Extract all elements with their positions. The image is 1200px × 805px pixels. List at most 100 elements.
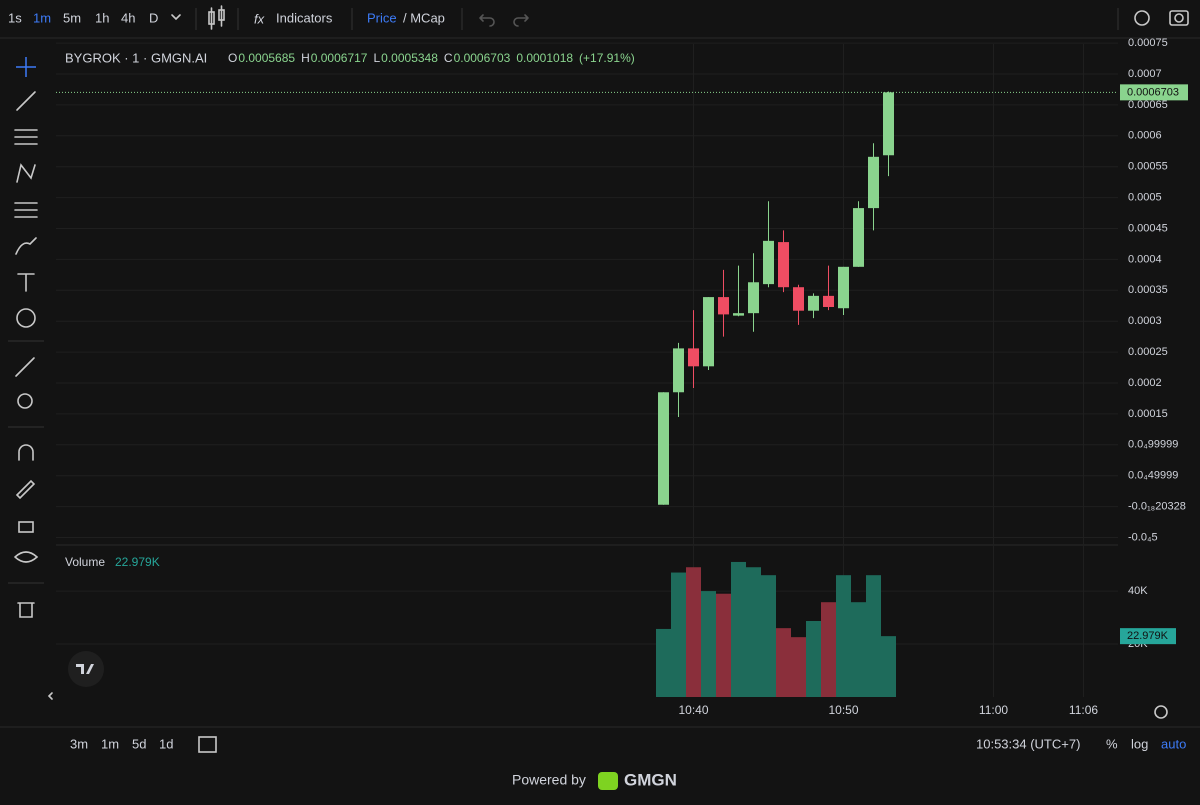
y-tick-label: 0.0₄49999 [1128, 470, 1178, 482]
clock: 10:53:34 (UTC+7) [976, 736, 1080, 751]
legend-key: L [373, 51, 380, 65]
trendline-tool[interactable] [16, 91, 36, 111]
lock-tool[interactable] [18, 521, 34, 533]
interval-button[interactable]: 1h [95, 10, 109, 25]
tradingview-logo[interactable] [68, 651, 104, 687]
interval-button[interactable]: 1m [33, 10, 51, 25]
volume-tag-label: 22.979K [1127, 630, 1169, 642]
hide-tool[interactable] [14, 551, 39, 563]
chart-settings[interactable] [1154, 705, 1168, 719]
candle-body [673, 348, 684, 393]
fib-tool[interactable] [14, 202, 38, 218]
y-tick-label: 0.0₄99999 [1128, 439, 1178, 451]
volume-bar [866, 575, 881, 697]
candle-body [853, 208, 864, 267]
y-tick-label: 0.0002 [1128, 377, 1162, 389]
range-button[interactable]: 1m [101, 736, 119, 751]
y-tick-label: 0.00015 [1128, 408, 1168, 420]
pattern-tool[interactable] [16, 163, 36, 183]
legend-value: 0.0005685 [238, 51, 295, 65]
mcap-toggle[interactable]: / MCap [403, 10, 445, 25]
candle-body [778, 242, 789, 288]
y-tick-label: -0.0₄5 [1128, 531, 1158, 543]
range-button[interactable]: 1d [159, 736, 173, 751]
collapse-button[interactable] [47, 692, 53, 700]
candle-body [883, 92, 894, 156]
zoom-tool[interactable] [17, 393, 33, 409]
candle-body [823, 295, 834, 307]
y-tick-label: 0.00075 [1128, 37, 1168, 49]
candle-body [718, 297, 729, 315]
percent-toggle[interactable]: % [1106, 736, 1118, 751]
interval-group: 1s 1m 5m 1h 4h D [8, 10, 158, 25]
legend-key: H [301, 51, 310, 65]
x-tick-label: 11:06 [1069, 703, 1098, 717]
candle-body [808, 295, 819, 311]
volume-bar [836, 575, 851, 697]
lines-tool[interactable] [14, 129, 38, 145]
legend-change-pct: (+17.91%) [579, 51, 635, 65]
volume-bar [746, 567, 761, 697]
ruler-tool[interactable] [15, 357, 35, 377]
delete-tool[interactable] [17, 602, 35, 618]
interval-button[interactable]: D [149, 10, 158, 25]
candle-body [658, 392, 669, 505]
price-toggle[interactable]: Price [367, 10, 397, 25]
dropdown-icon[interactable] [171, 14, 181, 21]
log-toggle[interactable]: log [1131, 736, 1148, 751]
volume-bar [761, 575, 776, 697]
legend-key: O [228, 51, 237, 65]
candle-body [868, 156, 879, 209]
x-tick-label: 10:50 [828, 703, 858, 717]
settings-button[interactable] [1134, 10, 1150, 26]
interval-button[interactable]: 5m [63, 10, 81, 25]
range-button[interactable]: 5d [132, 736, 146, 751]
volume-bar [656, 628, 671, 697]
brand: GMGN [624, 770, 677, 789]
y-tick-label: 0.0005 [1128, 192, 1162, 204]
volume-bar [671, 572, 686, 697]
volume-bar [806, 621, 821, 697]
left-toolbar [8, 57, 53, 700]
candle-type-icon[interactable] [208, 5, 225, 30]
lock-drawing-tool[interactable] [15, 479, 36, 500]
y-tick-label: -0.0₁₈20328 [1128, 501, 1186, 513]
volume-bar [821, 602, 836, 697]
volume-bar [686, 567, 701, 697]
y-tick-label: 0.00035 [1128, 284, 1168, 296]
y-tick-label: 0.0004 [1128, 253, 1162, 265]
volume-bar [701, 591, 716, 697]
undo-button[interactable] [479, 14, 495, 27]
candle-body [793, 287, 804, 311]
screenshot-button[interactable] [1169, 10, 1189, 26]
text-tool[interactable] [17, 273, 35, 292]
y-tick-label: 0.0003 [1128, 315, 1162, 327]
volume-tick-label: 40K [1128, 585, 1148, 597]
powered-by: Powered by [512, 772, 586, 788]
volume-label: Volume [65, 555, 105, 569]
interval-button[interactable]: 4h [121, 10, 135, 25]
candle-body [748, 282, 759, 314]
interval-button[interactable]: 1s [8, 10, 22, 25]
y-tick-label: 0.00065 [1128, 99, 1168, 111]
volume-bar [881, 636, 896, 697]
candle-body [763, 240, 774, 285]
candle-body [838, 266, 849, 309]
x-tick-label: 10:40 [678, 703, 708, 717]
brush-tool[interactable] [15, 237, 37, 255]
last-price-tag [1120, 84, 1188, 101]
auto-toggle[interactable]: auto [1161, 736, 1186, 751]
magnet-tool[interactable] [18, 444, 34, 461]
emoji-tool[interactable] [16, 308, 36, 328]
gmgn-logo [598, 772, 618, 790]
date-range-button[interactable] [198, 736, 217, 753]
y-tick-label: 0.00045 [1128, 222, 1168, 234]
fx-icon[interactable]: fx [254, 11, 265, 26]
volume-bar [716, 593, 731, 697]
indicators-button[interactable]: Indicators [276, 10, 333, 25]
crosshair-tool[interactable] [16, 57, 36, 77]
redo-button[interactable] [513, 14, 529, 27]
range-button[interactable]: 3m [70, 736, 88, 751]
